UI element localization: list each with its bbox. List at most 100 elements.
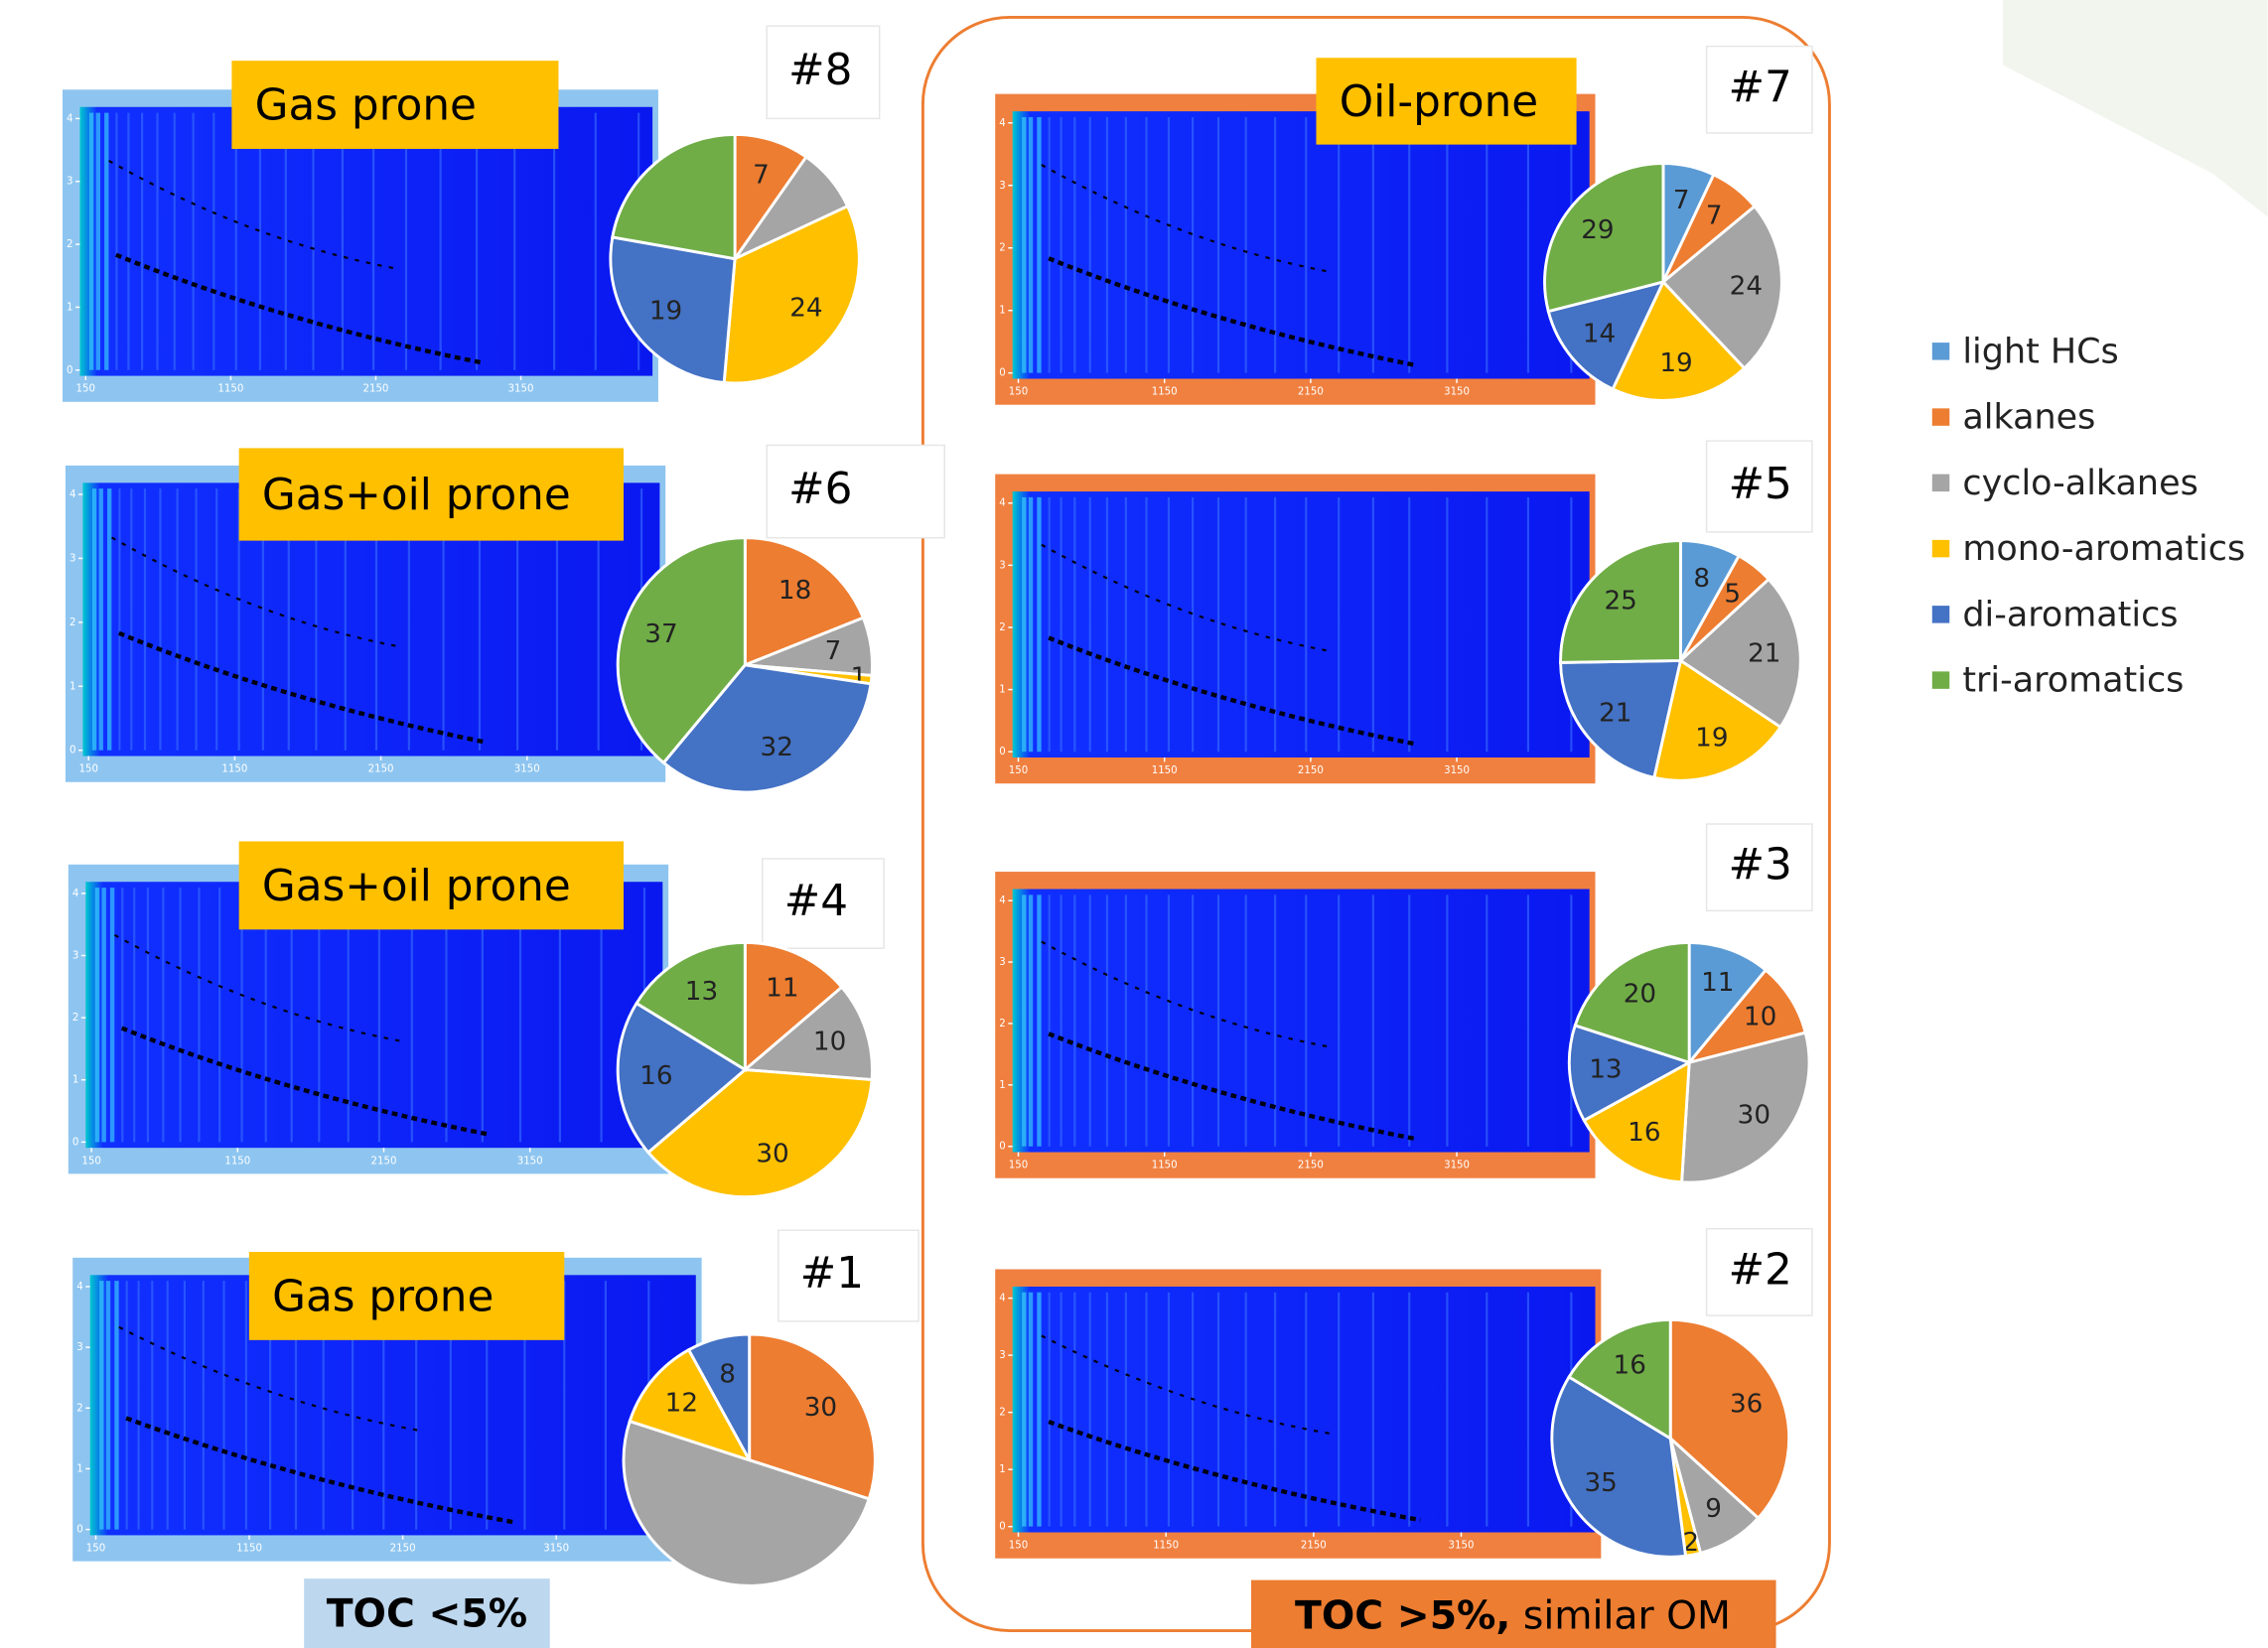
page: {"legend":{"categories":["light HCs","al… (0, 0, 2268, 1648)
pie-title: #8 (788, 45, 852, 95)
data-label: 13 (685, 977, 718, 1007)
y-tick-label: 3 (70, 553, 75, 564)
x-tick-label: 150 (86, 1544, 105, 1555)
data-label: 19 (649, 297, 682, 327)
data-label: 29 (1581, 215, 1614, 245)
data-label: 7 (1706, 201, 1723, 230)
y-tick-label: 0 (67, 365, 72, 376)
y-tick-label: 1 (999, 306, 1005, 317)
data-label: 24 (789, 293, 822, 323)
x-tick-label: 3150 (517, 1156, 543, 1167)
x-tick-label: 2150 (362, 384, 388, 395)
legend-label: light HCs (1962, 332, 2118, 371)
x-tick-label: 1150 (217, 384, 243, 395)
legend-label: tri-aromatics (1962, 661, 2184, 701)
x-tick-label: 3150 (1444, 1161, 1470, 1171)
y-tick-label: 4 (76, 1282, 82, 1293)
y-tick-label: 0 (999, 368, 1005, 379)
data-label: 37 (644, 619, 677, 649)
y-tick-label: 4 (72, 889, 78, 899)
y-tick-label: 2 (999, 1408, 1005, 1419)
x-tick-label: 2150 (1298, 1161, 1324, 1171)
y-tick-label: 3 (76, 1342, 82, 1353)
legend-swatch (1932, 475, 1949, 491)
y-tick-label: 1 (76, 1463, 82, 1474)
group-label-bold: TOC >5%, (1295, 1593, 1510, 1638)
x-tick-label: 3150 (1449, 1541, 1475, 1552)
group-label: TOC >5%, similar OM (1295, 1593, 1731, 1638)
annotation: Gas prone (272, 1271, 494, 1321)
y-tick-label: 1 (67, 302, 72, 313)
x-tick-label: 3150 (514, 764, 540, 775)
pie-title: #3 (1728, 840, 1791, 891)
legend-label: cyclo-alkanes (1962, 464, 2197, 503)
y-tick-label: 3 (72, 951, 78, 962)
annotation: Gas+oil prone (262, 861, 571, 911)
y-tick-label: 2 (72, 1013, 78, 1024)
legend-label: mono-aromatics (1962, 529, 2245, 569)
group-label-rest: similar OM (1523, 1593, 1731, 1638)
data-label: 10 (813, 1027, 846, 1056)
y-tick-label: 4 (999, 118, 1005, 129)
y-tick-label: 3 (999, 560, 1005, 571)
x-tick-label: 150 (81, 1156, 100, 1167)
y-tick-label: 0 (999, 747, 1005, 757)
y-tick-label: 4 (67, 113, 72, 124)
data-label: 13 (1589, 1055, 1622, 1085)
y-tick-label: 4 (999, 1294, 1005, 1305)
y-tick-label: 1 (72, 1075, 78, 1086)
x-tick-label: 2150 (1298, 387, 1324, 398)
data-label: 8 (719, 1359, 736, 1389)
y-tick-label: 1 (999, 1080, 1005, 1091)
x-tick-label: 2150 (368, 764, 394, 775)
decoration (2003, 0, 2267, 216)
x-tick-label: 2150 (1301, 1541, 1327, 1552)
y-tick-label: 4 (999, 498, 1005, 509)
y-tick-label: 3 (999, 181, 1005, 192)
data-label: 19 (1695, 723, 1728, 753)
x-tick-label: 150 (1009, 1541, 1028, 1552)
x-tick-label: 1150 (1153, 1541, 1179, 1552)
data-label: 25 (1604, 587, 1636, 617)
data-label: 24 (1730, 272, 1763, 302)
data-label: 7 (753, 161, 770, 191)
data-label: 12 (665, 1389, 698, 1419)
x-tick-label: 2150 (1298, 765, 1324, 776)
x-tick-label: 1150 (1152, 387, 1178, 398)
y-tick-label: 1 (999, 685, 1005, 696)
group-label: TOC <5% (327, 1591, 527, 1636)
y-tick-label: 2 (999, 622, 1005, 633)
data-label: 10 (1744, 1002, 1776, 1031)
x-tick-label: 150 (1009, 1161, 1028, 1171)
legend-swatch (1932, 540, 1949, 557)
pie-title: #5 (1728, 459, 1791, 509)
data-label: 5 (1724, 579, 1741, 609)
x-tick-label: 150 (78, 764, 97, 775)
data-label: 30 (1738, 1101, 1771, 1131)
y-tick-label: 1 (70, 681, 75, 692)
y-tick-label: 0 (72, 1137, 78, 1148)
y-tick-label: 2 (999, 243, 1005, 254)
x-tick-label: 3150 (508, 384, 534, 395)
x-tick-label: 150 (1009, 387, 1028, 398)
data-label: 30 (804, 1393, 837, 1423)
data-label: 19 (1659, 348, 1692, 378)
x-tick-label: 150 (76, 384, 95, 395)
figure: TOC <5% TOC >5%, similar OM 150115021503… (0, 0, 2268, 1648)
y-tick-label: 1 (999, 1464, 1005, 1475)
annotation: Oil-prone (1340, 76, 1538, 127)
legend-swatch (1932, 343, 1949, 359)
y-tick-label: 2 (76, 1403, 82, 1414)
data-label: 8 (1693, 564, 1710, 594)
y-tick-label: 3 (67, 177, 72, 188)
data-label: 35 (1585, 1468, 1618, 1498)
data-label: 11 (1701, 968, 1734, 998)
x-tick-label: 2150 (390, 1544, 416, 1555)
data-label: 14 (1583, 320, 1616, 349)
y-tick-label: 0 (70, 746, 75, 756)
data-label: 21 (1599, 698, 1631, 728)
data-label: 36 (1730, 1390, 1763, 1420)
data-label: 20 (1624, 979, 1656, 1009)
x-tick-label: 1150 (224, 1156, 250, 1167)
annotation: Gas+oil prone (262, 470, 571, 520)
